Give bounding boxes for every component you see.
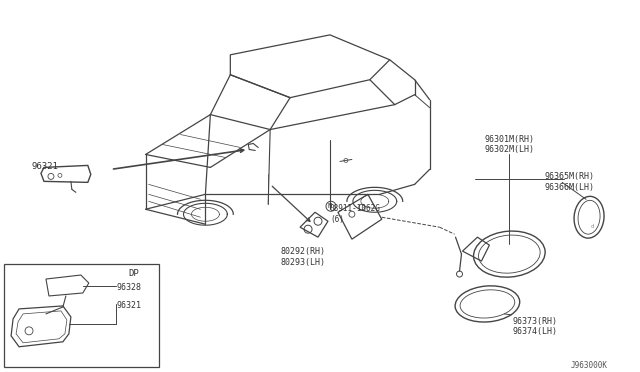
Text: 96321: 96321 xyxy=(31,163,58,171)
Text: 96321: 96321 xyxy=(116,301,141,310)
FancyBboxPatch shape xyxy=(4,264,159,367)
Text: DP: DP xyxy=(129,269,140,278)
Text: 96365M(RH)
96366M(LH): 96365M(RH) 96366M(LH) xyxy=(544,172,594,192)
Text: 96301M(RH)
96302M(LH): 96301M(RH) 96302M(LH) xyxy=(484,135,534,154)
Text: 96328: 96328 xyxy=(116,283,141,292)
Text: 08911-1062G
(6): 08911-1062G (6) xyxy=(330,204,381,224)
Text: N: N xyxy=(328,203,332,209)
Text: d: d xyxy=(591,224,595,229)
Text: 96373(RH)
96374(LH): 96373(RH) 96374(LH) xyxy=(513,317,557,336)
Text: 80292(RH)
80293(LH): 80292(RH) 80293(LH) xyxy=(280,247,325,266)
Text: J963000K: J963000K xyxy=(571,361,608,370)
